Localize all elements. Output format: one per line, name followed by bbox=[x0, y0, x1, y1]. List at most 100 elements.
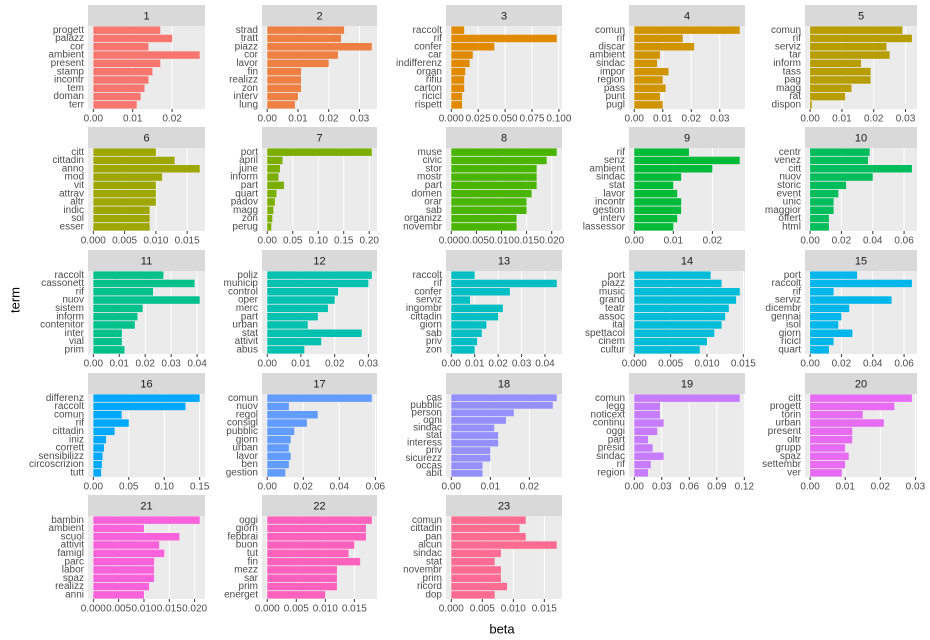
y-tick-label: oltr bbox=[787, 434, 802, 445]
x-tick-label: 0.00 bbox=[442, 359, 462, 370]
bar bbox=[810, 206, 834, 214]
x-tick-label: 0.06 bbox=[680, 482, 700, 493]
bar bbox=[451, 92, 463, 101]
y-tick-label: cittadin bbox=[410, 523, 442, 534]
y-tick-label: citt bbox=[788, 163, 801, 174]
x-tick-label: 0.06 bbox=[894, 359, 914, 370]
bar bbox=[267, 296, 335, 304]
x-tick-label: 0.020 bbox=[182, 604, 207, 615]
y-tick-label: poliz bbox=[237, 270, 258, 281]
x-tick-label: 0.02 bbox=[319, 114, 339, 125]
bar bbox=[634, 312, 726, 321]
y-tick-label: raccolt bbox=[772, 278, 802, 289]
y-tick-label: rif bbox=[434, 278, 443, 289]
y-tick-label: attrav bbox=[59, 188, 84, 199]
bar bbox=[634, 402, 660, 411]
bar bbox=[634, 92, 660, 101]
bar bbox=[267, 411, 318, 419]
y-tick-label: rif bbox=[617, 147, 626, 158]
bar bbox=[810, 296, 892, 304]
bar bbox=[810, 34, 912, 43]
bar bbox=[93, 469, 102, 477]
y-tick-label: sol bbox=[71, 213, 84, 224]
y-tick-label: sindac bbox=[596, 58, 625, 69]
y-tick-label: terr bbox=[69, 99, 85, 110]
x-tick-label: 0.000 bbox=[255, 604, 280, 615]
y-tick-label: control bbox=[228, 286, 258, 297]
facet-title: 14 bbox=[681, 255, 693, 267]
bar bbox=[451, 165, 537, 173]
bar bbox=[634, 469, 649, 477]
y-tick-label: inform bbox=[56, 311, 84, 322]
y-tick-label: magg bbox=[776, 83, 801, 94]
bar bbox=[810, 312, 842, 321]
bar bbox=[267, 223, 272, 231]
bar bbox=[267, 516, 372, 524]
bar bbox=[93, 411, 122, 419]
bar bbox=[634, 67, 669, 76]
y-tick-label: interess bbox=[407, 438, 442, 449]
y-tick-label: differenz bbox=[46, 393, 84, 404]
y-tick-label: incontr bbox=[595, 197, 626, 208]
y-tick-label: pugl bbox=[606, 99, 625, 110]
bar bbox=[267, 189, 277, 198]
y-tick-label: stor bbox=[425, 163, 442, 174]
bar bbox=[93, 337, 122, 346]
bar bbox=[634, 84, 666, 92]
y-tick-label: region bbox=[597, 75, 625, 86]
y-tick-label: municip bbox=[224, 278, 259, 289]
bar bbox=[810, 43, 887, 51]
x-tick-label: 0.10 bbox=[154, 482, 174, 493]
x-tick-label: 0.00 bbox=[257, 236, 277, 247]
bar bbox=[810, 59, 861, 68]
facet-title: 10 bbox=[855, 132, 867, 144]
y-tick-label: vit bbox=[74, 180, 84, 191]
bar bbox=[810, 394, 912, 402]
bar bbox=[93, 173, 163, 181]
x-tick-label: 0.010 bbox=[131, 604, 156, 615]
x-tick-label: 0.02 bbox=[864, 114, 884, 125]
y-tick-label: abus bbox=[236, 344, 258, 355]
y-tick-label: occas bbox=[416, 460, 442, 471]
y-tick-label: altr bbox=[70, 197, 85, 208]
bar bbox=[634, 101, 663, 109]
bar bbox=[93, 533, 180, 541]
y-tick-label: gestion bbox=[593, 205, 625, 216]
bar bbox=[810, 51, 890, 59]
bar bbox=[267, 26, 345, 34]
bar bbox=[267, 279, 369, 288]
y-tick-label: ital bbox=[612, 320, 625, 331]
y-tick-label: rif bbox=[793, 33, 802, 44]
y-tick-label: comun bbox=[54, 409, 84, 420]
bar bbox=[267, 394, 372, 402]
x-tick-label: 0.100 bbox=[546, 114, 571, 125]
bar bbox=[451, 181, 537, 190]
bar bbox=[93, 312, 138, 321]
strip bbox=[629, 250, 745, 271]
y-tick-label: novembr bbox=[403, 565, 443, 576]
y-tick-label: ambient bbox=[48, 50, 84, 61]
y-tick-label: continu bbox=[593, 418, 625, 429]
bar bbox=[267, 419, 307, 427]
y-tick-label: prim bbox=[65, 344, 84, 355]
y-tick-label: piazz bbox=[235, 41, 258, 52]
x-tick-label: 0.005 bbox=[464, 236, 489, 247]
bar bbox=[810, 26, 903, 34]
x-tick-label: 0.02 bbox=[832, 359, 852, 370]
facet-title: 22 bbox=[313, 500, 325, 512]
x-tick-label: 0.020 bbox=[539, 236, 564, 247]
y-tick-label: comun bbox=[412, 515, 442, 526]
bar bbox=[810, 402, 895, 411]
x-tick-label: 0.01 bbox=[110, 359, 130, 370]
y-axis-title: term bbox=[7, 287, 22, 313]
strip bbox=[262, 250, 377, 271]
bar bbox=[634, 279, 722, 288]
y-tick-label: unic bbox=[783, 197, 801, 208]
x-tick-label: 0.010 bbox=[143, 236, 168, 247]
x-tick-label: 0.015 bbox=[157, 604, 182, 615]
y-tick-label: grand bbox=[599, 295, 625, 306]
facet-title: 6 bbox=[143, 132, 149, 144]
y-tick-label: rat bbox=[789, 91, 801, 102]
y-tick-label: lavor bbox=[236, 58, 258, 69]
y-tick-label: raccolt bbox=[413, 270, 443, 281]
